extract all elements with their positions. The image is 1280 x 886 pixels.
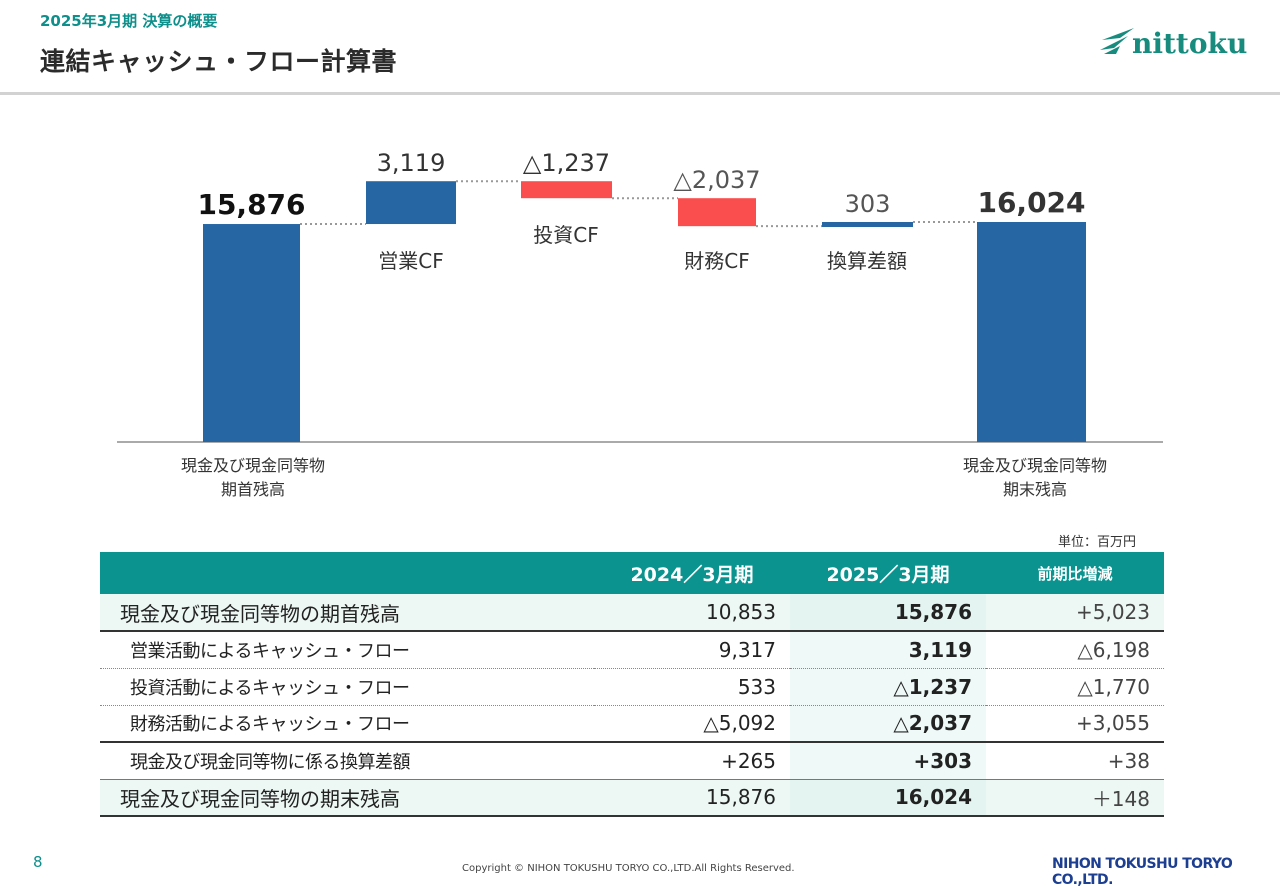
end-balance-label-line2: 期末残高 — [1003, 480, 1067, 499]
start-balance-label-line2: 期首残高 — [221, 480, 285, 499]
unit-label: 単位：百万円 — [1058, 535, 1137, 550]
bar-4 — [678, 198, 756, 227]
company-logo: nittoku — [1100, 27, 1247, 60]
cell-fy2025: 3,119 — [790, 631, 986, 669]
company-name: NIHON TOKUSHU TORYO CO.,LTD. — [1052, 856, 1233, 886]
cell-yoy-change: ＋148 — [986, 779, 1164, 817]
value-label-1: 15,876 — [197, 188, 305, 221]
cell-fy2024: △5,092 — [594, 705, 790, 743]
cell-fy2024: +265 — [594, 742, 790, 780]
row-label: 現金及び現金同等物の期末残高 — [100, 779, 594, 817]
end-balance-label-line1: 現金及び現金同等物 — [963, 456, 1107, 475]
start-balance-label-line1: 現金及び現金同等物 — [181, 456, 325, 475]
table-row: 現金及び現金同等物の期首残高 10,853 15,876 +5,023 — [100, 594, 1164, 632]
bar-6 — [977, 222, 1086, 442]
cell-fy2025: △2,037 — [790, 705, 986, 743]
header-fy2025: 2025／3月期 — [790, 552, 986, 594]
category-label-1: 営業CF — [378, 249, 443, 273]
category-label-4: 換算差額 — [827, 249, 907, 273]
row-label: 営業活動によるキャッシュ・フロー — [100, 631, 594, 669]
bar-5 — [822, 222, 913, 227]
category-label-2: 投資CF — [533, 223, 598, 247]
cell-fy2025: 16,024 — [790, 779, 986, 817]
cell-fy2024: 533 — [594, 668, 790, 706]
bar-1 — [203, 224, 300, 442]
header-divider — [0, 92, 1280, 95]
cashflow-waterfall-chart: 15,876 3,119 △1,237 △2,037 303 16,024 営業CF 投資C… — [117, 149, 1163, 499]
section-subtitle: 2025年3月期 決算の概要 — [40, 12, 218, 30]
cell-fy2025: +303 — [790, 742, 986, 780]
waterfall-bars — [203, 181, 1086, 442]
header-label — [100, 552, 594, 594]
cell-fy2025: 15,876 — [790, 594, 986, 632]
cell-yoy-change: +3,055 — [986, 705, 1164, 743]
value-label-2: 3,119 — [377, 149, 446, 177]
row-label: 財務活動によるキャッシュ・フロー — [100, 705, 594, 743]
cell-fy2024: 9,317 — [594, 631, 790, 669]
cell-yoy-change: △6,198 — [986, 631, 1164, 669]
header-yoy-change: 前期比増減 — [986, 552, 1164, 594]
table-row: 現金及び現金同等物に係る換算差額 +265 +303 +38 — [100, 742, 1164, 780]
cell-yoy-change: △1,770 — [986, 668, 1164, 706]
cell-fy2025: △1,237 — [790, 668, 986, 706]
cell-fy2024: 10,853 — [594, 594, 790, 632]
copyright-text: Copyright © NIHON TOKUSHU TORYO CO.,LTD.… — [462, 863, 795, 874]
table-row: 投資活動によるキャッシュ・フロー 533 △1,237 △1,770 — [100, 668, 1164, 706]
bar-3 — [521, 181, 612, 199]
category-labels: 営業CF 投資CF 財務CF 換算差額 — [378, 223, 907, 273]
cashflow-table: 2024／3月期 2025／3月期 前期比増減 現金及び現金同等物の期首残高 1… — [100, 552, 1164, 817]
connector-lines — [300, 180, 977, 228]
value-labels: 15,876 3,119 △1,237 △2,037 303 16,024 — [197, 149, 1085, 221]
row-label: 投資活動によるキャッシュ・フロー — [100, 668, 594, 706]
row-label: 現金及び現金同等物の期首残高 — [100, 594, 594, 632]
table-row: 財務活動によるキャッシュ・フロー △5,092 △2,037 +3,055 — [100, 705, 1164, 743]
page-title: 連結キャッシュ・フロー計算書 — [40, 47, 398, 76]
value-label-3: △1,237 — [523, 149, 610, 177]
header-fy2024: 2024／3月期 — [594, 552, 790, 594]
table-row: 現金及び現金同等物の期末残高 15,876 16,024 ＋148 — [100, 779, 1164, 817]
cell-yoy-change: +5,023 — [986, 594, 1164, 632]
value-label-6: 16,024 — [977, 186, 1085, 219]
value-label-5: 303 — [845, 190, 891, 218]
cell-yoy-change: +38 — [986, 742, 1164, 780]
table-row: 営業活動によるキャッシュ・フロー 9,317 3,119 △6,198 — [100, 631, 1164, 669]
logo-text: nittoku — [1132, 27, 1247, 60]
row-label: 現金及び現金同等物に係る換算差額 — [100, 742, 594, 780]
page-number: 8 — [33, 853, 43, 871]
category-label-3: 財務CF — [684, 249, 749, 273]
table-header-row: 2024／3月期 2025／3月期 前期比増減 — [100, 552, 1164, 594]
value-label-4: △2,037 — [673, 166, 760, 194]
cell-fy2024: 15,876 — [594, 779, 790, 817]
bar-2 — [366, 181, 456, 225]
logo-mark-icon — [1100, 28, 1134, 54]
